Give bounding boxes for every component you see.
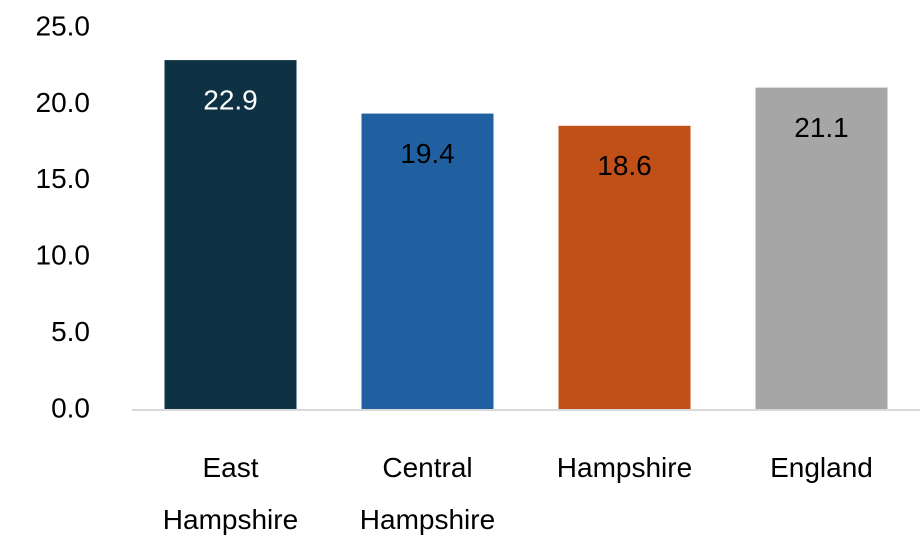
y-tick-label: 10.0	[36, 240, 91, 271]
x-tick-label: Hampshire	[556, 452, 693, 483]
y-tick-label: 25.0	[36, 10, 91, 41]
bar	[755, 87, 888, 410]
bar	[361, 113, 494, 411]
value-label: 19.4	[400, 138, 455, 169]
y-tick-label: 20.0	[36, 87, 91, 118]
y-tick-label: 15.0	[36, 163, 91, 194]
bar	[164, 60, 297, 410]
x-tick-label: England	[770, 452, 873, 483]
value-label: 18.6	[597, 150, 652, 181]
x-tick-label: East Hampshire	[162, 452, 299, 535]
bar	[558, 125, 691, 411]
value-label: 21.1	[794, 112, 849, 143]
x-tick-label: Central Hampshire	[359, 452, 496, 535]
value-label: 22.9	[203, 84, 258, 115]
y-tick-label: 5.0	[51, 316, 90, 347]
y-tick-label: 0.0	[51, 392, 90, 423]
